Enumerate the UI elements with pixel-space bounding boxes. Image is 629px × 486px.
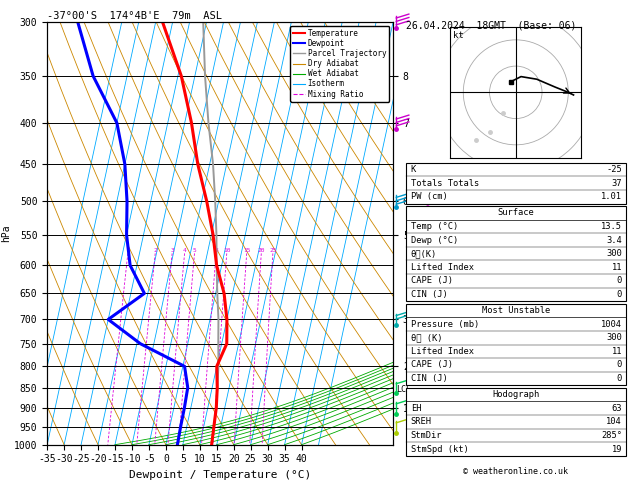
Text: 10: 10 xyxy=(223,248,230,253)
Text: 11: 11 xyxy=(611,347,622,356)
Text: -37°00'S  174°4B'E  79m  ASL: -37°00'S 174°4B'E 79m ASL xyxy=(47,11,222,21)
Text: EH: EH xyxy=(411,404,421,413)
Text: kt: kt xyxy=(453,31,464,40)
Text: Lifted Index: Lifted Index xyxy=(411,347,474,356)
Text: 285°: 285° xyxy=(601,431,622,440)
Text: © weatheronline.co.uk: © weatheronline.co.uk xyxy=(464,467,568,476)
Text: Lifted Index: Lifted Index xyxy=(411,263,474,272)
Text: Most Unstable: Most Unstable xyxy=(482,306,550,315)
Text: Totals Totals: Totals Totals xyxy=(411,179,479,188)
Text: 0: 0 xyxy=(617,290,622,299)
Text: Temp (°C): Temp (°C) xyxy=(411,222,458,231)
Text: SREH: SREH xyxy=(411,417,431,426)
Text: LCL: LCL xyxy=(397,385,411,394)
Text: CAPE (J): CAPE (J) xyxy=(411,361,453,369)
Text: StmSpd (kt): StmSpd (kt) xyxy=(411,445,469,453)
Text: 3: 3 xyxy=(170,248,174,253)
Text: 37: 37 xyxy=(611,179,622,188)
Text: 0: 0 xyxy=(617,277,622,285)
Text: -25: -25 xyxy=(606,165,622,174)
Text: 1.01: 1.01 xyxy=(601,192,622,201)
X-axis label: Dewpoint / Temperature (°C): Dewpoint / Temperature (°C) xyxy=(129,470,311,480)
Text: 13.5: 13.5 xyxy=(601,222,622,231)
Text: K: K xyxy=(411,165,416,174)
Legend: Temperature, Dewpoint, Parcel Trajectory, Dry Adiabat, Wet Adiabat, Isotherm, Mi: Temperature, Dewpoint, Parcel Trajectory… xyxy=(290,26,389,102)
Text: 20: 20 xyxy=(257,248,265,253)
Text: CAPE (J): CAPE (J) xyxy=(411,277,453,285)
Text: 63: 63 xyxy=(611,404,622,413)
Text: 8: 8 xyxy=(214,248,218,253)
Text: 1: 1 xyxy=(126,248,130,253)
Text: Pressure (mb): Pressure (mb) xyxy=(411,320,479,329)
Text: 11: 11 xyxy=(611,263,622,272)
Text: 0: 0 xyxy=(617,361,622,369)
Y-axis label: km
ASL: km ASL xyxy=(412,233,428,253)
Text: 15: 15 xyxy=(243,248,250,253)
Text: Surface: Surface xyxy=(498,208,534,217)
Text: 0: 0 xyxy=(617,374,622,383)
Text: Hodograph: Hodograph xyxy=(492,390,540,399)
Text: θᴇ(K): θᴇ(K) xyxy=(411,249,437,258)
Text: 25: 25 xyxy=(269,248,277,253)
Y-axis label: hPa: hPa xyxy=(1,225,11,242)
Text: CIN (J): CIN (J) xyxy=(411,374,447,383)
Text: 4: 4 xyxy=(182,248,186,253)
Text: 19: 19 xyxy=(611,445,622,453)
Text: 3.4: 3.4 xyxy=(606,236,622,244)
Text: Mixing Ratio (g/kg): Mixing Ratio (g/kg) xyxy=(423,186,432,281)
Text: Dewp (°C): Dewp (°C) xyxy=(411,236,458,244)
Text: 5: 5 xyxy=(192,248,196,253)
Text: 26.04.2024  18GMT  (Base: 06): 26.04.2024 18GMT (Base: 06) xyxy=(406,21,576,31)
Text: PW (cm): PW (cm) xyxy=(411,192,447,201)
Text: 1004: 1004 xyxy=(601,320,622,329)
Text: StmDir: StmDir xyxy=(411,431,442,440)
Text: 300: 300 xyxy=(606,333,622,342)
Text: θᴇ (K): θᴇ (K) xyxy=(411,333,442,342)
Text: 300: 300 xyxy=(606,249,622,258)
Text: 2: 2 xyxy=(153,248,157,253)
Text: CIN (J): CIN (J) xyxy=(411,290,447,299)
Text: 104: 104 xyxy=(606,417,622,426)
